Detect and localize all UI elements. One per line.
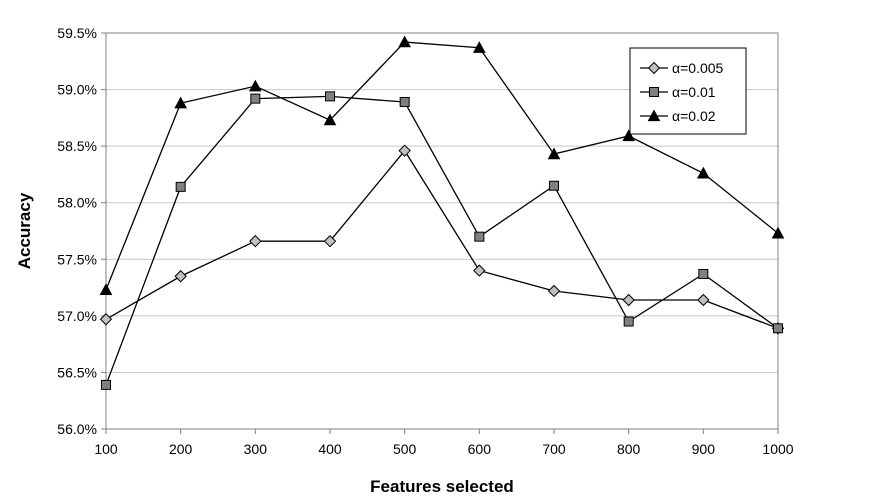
data-point [398,35,412,48]
y-tick-label: 57.0% [57,308,97,324]
x-tick-label: 500 [393,441,417,457]
series-2 [101,91,783,390]
legend-marker [647,61,661,75]
y-tick-label: 56.0% [57,421,97,437]
legend-label: α=0.005 [672,60,724,76]
data-point [771,226,785,239]
data-point [399,97,410,108]
data-point [99,283,113,296]
data-point [773,323,783,334]
data-point [323,113,337,126]
data-point [623,316,634,327]
data-point [473,264,486,277]
series-line [105,95,779,386]
legend-item: α=0.01 [640,84,716,100]
legend-item: α=0.005 [640,60,724,76]
legend-marker [647,109,661,122]
x-tick-label: 100 [94,441,118,457]
data-point [547,147,561,160]
x-tick-label: 400 [318,441,342,457]
x-tick-label: 800 [617,441,641,457]
data-point [472,41,486,53]
data-point [697,293,710,307]
x-axis-title: Features selected [370,477,514,496]
data-point [398,144,411,157]
data-point [698,268,709,279]
y-tick-label: 59.5% [57,25,97,41]
series-1 [99,144,785,335]
series-line [105,41,779,291]
series-group [99,35,785,390]
x-axis-ticks: 100 200 300 400 500 600 700 800 900 1000 [94,429,794,457]
data-point [174,96,188,109]
series-line [105,149,779,329]
y-tick-label: 58.5% [57,138,97,154]
data-point [622,129,636,142]
series-3 [99,35,785,296]
legend-item: α=0.02 [640,108,716,124]
data-point [175,181,186,192]
data-point [325,91,335,102]
x-tick-label: 600 [468,441,492,457]
data-point [474,231,485,242]
legend-marker [649,87,659,97]
x-tick-label: 700 [542,441,566,457]
y-axis-ticks: 56.0% 56.5% 57.0% 57.5% 58.0% 58.5% 59.0% 59.5% [57,25,106,437]
y-tick-label: 58.0% [57,195,97,211]
data-point [549,180,559,191]
data-point [547,284,561,298]
data-point [249,234,262,248]
data-point [101,379,111,390]
legend-label: α=0.02 [672,108,716,124]
x-tick-label: 300 [244,441,268,457]
x-tick-label: 1000 [762,441,793,457]
legend: α=0.005 α=0.01 α=0.02 [629,47,747,135]
y-tick-label: 57.5% [57,251,97,267]
x-tick-label: 900 [692,441,716,457]
data-point [622,293,635,307]
y-axis-title: Accuracy [15,192,34,269]
data-point [250,93,261,104]
y-tick-label: 59.0% [57,82,97,98]
data-point [696,166,710,179]
y-tick-label: 56.5% [57,364,97,380]
data-point [323,234,337,248]
data-point [248,79,262,92]
x-tick-label: 200 [169,441,193,457]
legend-label: α=0.01 [672,84,716,100]
data-point [174,270,187,283]
data-point [99,313,113,326]
